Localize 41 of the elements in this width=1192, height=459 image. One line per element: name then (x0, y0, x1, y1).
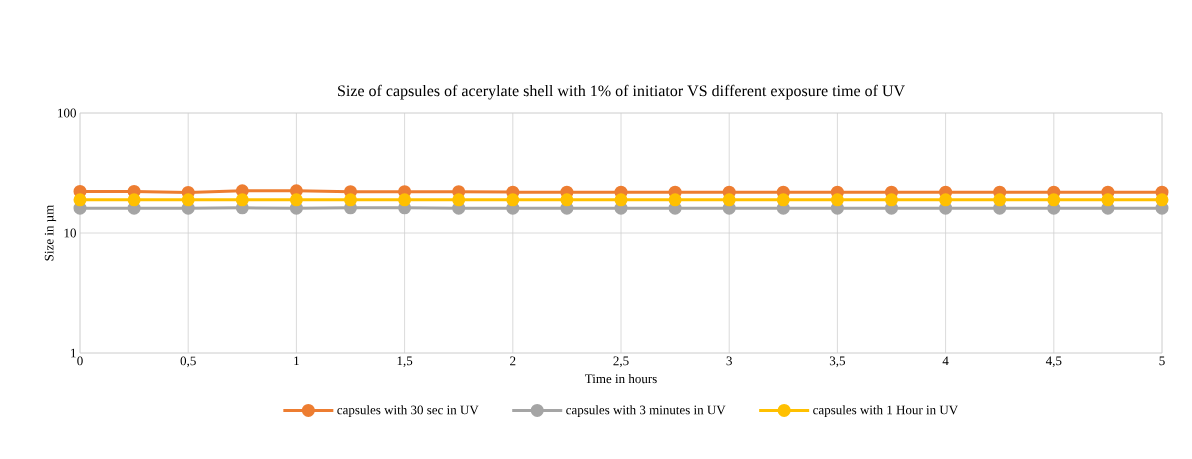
x-tick-label: 1,5 (397, 356, 413, 368)
point (668, 193, 682, 207)
point (1155, 193, 1169, 207)
y-tick-label: 1 (71, 348, 76, 358)
x-tick-label: 2 (510, 356, 516, 366)
point (1101, 193, 1115, 207)
point (560, 193, 574, 207)
point (722, 193, 736, 207)
x-tick-label: 4 (942, 356, 949, 366)
point (289, 193, 303, 207)
legend-label: capsules with 30 sec in UV (337, 405, 479, 417)
point (776, 193, 790, 207)
point (235, 193, 249, 207)
y-tick-label: 100 (58, 108, 76, 118)
point (830, 193, 844, 207)
legend-label: capsules with 3 minutes in UV (566, 405, 726, 417)
chart-title: Size of capsules of acerylate shell with 1% of initiator VS different exposure time of UV (338, 84, 905, 100)
x-tick-label: 1 (294, 356, 299, 366)
x-tick-label: 0 (77, 356, 83, 366)
x-tick-label: 2,5 (613, 356, 629, 368)
point (614, 193, 628, 207)
point (73, 193, 87, 207)
point (885, 193, 898, 207)
legend-label: capsules with 1 Hour in UV (813, 405, 959, 417)
point (939, 193, 953, 207)
x-tick-label: 4,5 (1045, 356, 1062, 368)
point (344, 193, 357, 207)
point (1047, 193, 1061, 207)
point (127, 193, 141, 207)
x-tick-label: 5 (1159, 356, 1165, 366)
x-tick-label: 3,5 (829, 356, 846, 368)
point (181, 193, 195, 207)
x-tick-label: 0,5 (180, 356, 196, 368)
point (506, 193, 520, 207)
point (452, 193, 466, 207)
y-tick-label: 10 (64, 228, 76, 238)
y-axis-title: Size in µm (44, 204, 57, 261)
point (993, 193, 1007, 207)
x-axis-title: Time in hours (585, 374, 657, 384)
point (398, 193, 412, 207)
x-tick-label: 3 (726, 356, 732, 366)
